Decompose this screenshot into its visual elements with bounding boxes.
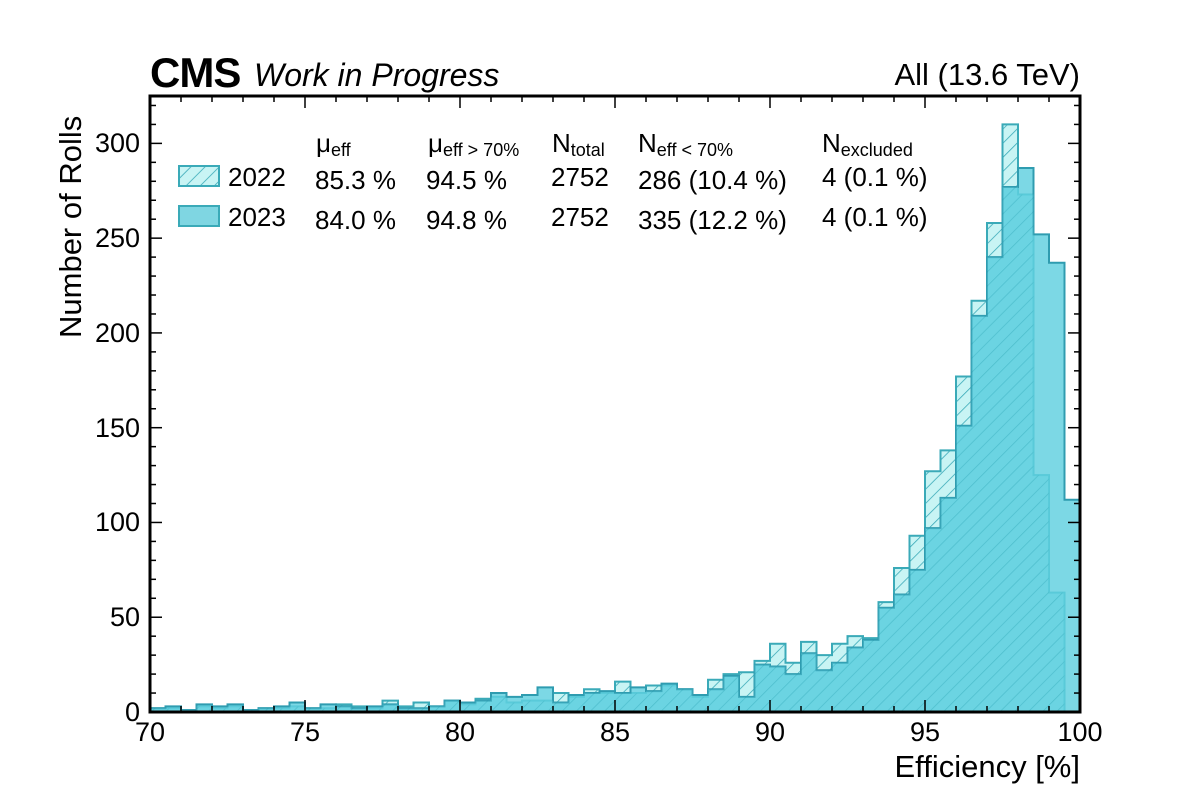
energy-label: All (13.6 TeV) xyxy=(894,57,1080,92)
overlap-31 xyxy=(630,693,646,712)
overlap-24 xyxy=(522,700,538,712)
overlap-26 xyxy=(553,702,569,712)
overlap-15 xyxy=(382,704,398,712)
overlap-19 xyxy=(444,700,460,712)
overlap-28 xyxy=(584,693,600,712)
overlap-4 xyxy=(212,708,228,712)
legend-label-2023: 2023 xyxy=(228,202,286,232)
overlap-34 xyxy=(677,689,693,712)
y-tick-label-250: 250 xyxy=(94,223,140,254)
overlap-52 xyxy=(956,425,972,712)
overlap-8 xyxy=(274,708,290,712)
overlap-44 xyxy=(832,662,848,712)
y-tick-label-300: 300 xyxy=(94,128,140,159)
overlap-40 xyxy=(770,666,786,712)
overlap-55 xyxy=(1002,186,1018,712)
legend-swatch-2022 xyxy=(178,165,220,187)
x-tick-label-70: 70 xyxy=(134,717,166,747)
row-2023-mu-eff-gt70: 94.8 % xyxy=(426,205,507,235)
overlap-57 xyxy=(1033,475,1049,712)
overlap-39 xyxy=(754,664,770,712)
overlap-9 xyxy=(289,706,305,712)
row-2022-mu-eff: 85.3 % xyxy=(315,165,396,195)
y-tick-label-100: 100 xyxy=(94,507,140,538)
overlap-13 xyxy=(351,708,367,712)
overlap-23 xyxy=(506,702,522,712)
overlap-45 xyxy=(847,647,863,712)
overlap-20 xyxy=(460,704,476,712)
x-tick-label-90: 90 xyxy=(754,717,786,747)
overlap-36 xyxy=(708,689,724,712)
overlap-56 xyxy=(1018,194,1034,712)
overlap-42 xyxy=(801,653,817,712)
overlap-35 xyxy=(692,696,708,712)
y-tick-label-0: 0 xyxy=(124,697,140,727)
overlap-17 xyxy=(413,708,429,712)
bar-2023-59 xyxy=(1064,499,1080,712)
overlap-25 xyxy=(537,700,553,712)
header-mu-eff: μeff xyxy=(316,128,351,160)
overlap-37 xyxy=(723,675,739,712)
overlap-47 xyxy=(878,607,894,712)
overlap-32 xyxy=(646,691,662,712)
x-tick-label-95: 95 xyxy=(909,717,941,747)
experiment-label: CMS xyxy=(150,49,241,96)
x-tick-label-75: 75 xyxy=(289,717,321,747)
x-tick-label-80: 80 xyxy=(444,717,476,747)
overlap-11 xyxy=(320,708,336,712)
overlap-18 xyxy=(429,706,445,712)
overlap-27 xyxy=(568,696,584,712)
overlap-10 xyxy=(305,708,321,712)
overlap-50 xyxy=(925,528,941,712)
header-n-eff-lt70: Neff < 70% xyxy=(638,128,734,160)
overlap-43 xyxy=(816,670,832,712)
overlap-0 xyxy=(150,708,166,712)
overlap-22 xyxy=(491,696,507,712)
header-mu-eff-gt70: μeff > 70% xyxy=(428,128,520,160)
overlap-33 xyxy=(661,685,677,712)
status-label: Work in Progress xyxy=(254,57,500,93)
overlap-1 xyxy=(165,708,181,712)
legend-label-2022: 2022 xyxy=(228,162,286,192)
x-axis-label: Efficiency [%] xyxy=(894,749,1080,784)
header-n-excluded: Nexcluded xyxy=(822,128,913,160)
row-2023-n-excluded: 4 (0.1 %) xyxy=(822,202,928,232)
row-2023-mu-eff: 84.0 % xyxy=(315,205,396,235)
overlap-54 xyxy=(987,257,1003,712)
row-2023-n-total: 2752 xyxy=(551,202,609,232)
overlap-29 xyxy=(599,693,615,712)
row-2022-n-excluded: 4 (0.1 %) xyxy=(822,162,928,192)
overlap-53 xyxy=(971,315,987,712)
overlap-21 xyxy=(475,700,491,712)
legend-swatch-2023 xyxy=(178,205,220,227)
overlap-46 xyxy=(863,639,879,712)
overlap-49 xyxy=(909,569,925,712)
overlap-12 xyxy=(336,706,352,712)
overlap-41 xyxy=(785,674,801,712)
x-tick-label-100: 100 xyxy=(1057,717,1103,747)
row-2022-n-total: 2752 xyxy=(551,162,609,192)
overlap-48 xyxy=(894,594,910,712)
row-2022-mu-eff-gt70: 94.5 % xyxy=(426,165,507,195)
overlap-5 xyxy=(227,706,243,712)
y-tick-label-150: 150 xyxy=(94,412,140,443)
overlap-51 xyxy=(940,497,956,712)
y-tick-label-50: 50 xyxy=(109,602,140,633)
overlap-30 xyxy=(615,693,631,712)
overlap-7 xyxy=(258,708,274,712)
bar-2023-60 xyxy=(1080,674,1096,712)
hatch-overlay xyxy=(150,186,1065,712)
header-n-total: Ntotal xyxy=(552,128,605,160)
x-tick-label-85: 85 xyxy=(599,717,631,747)
overlap-16 xyxy=(398,708,414,712)
overlap-3 xyxy=(196,706,212,712)
row-2023-n-eff-lt70: 335 (12.2 %) xyxy=(638,205,787,235)
overlap-14 xyxy=(367,708,383,712)
overlap-58 xyxy=(1049,592,1065,712)
plot-frame xyxy=(148,94,1082,714)
overlap-38 xyxy=(739,696,755,712)
row-2022-n-eff-lt70: 286 (10.4 %) xyxy=(638,165,787,195)
y-tick-label-200: 200 xyxy=(94,317,140,348)
